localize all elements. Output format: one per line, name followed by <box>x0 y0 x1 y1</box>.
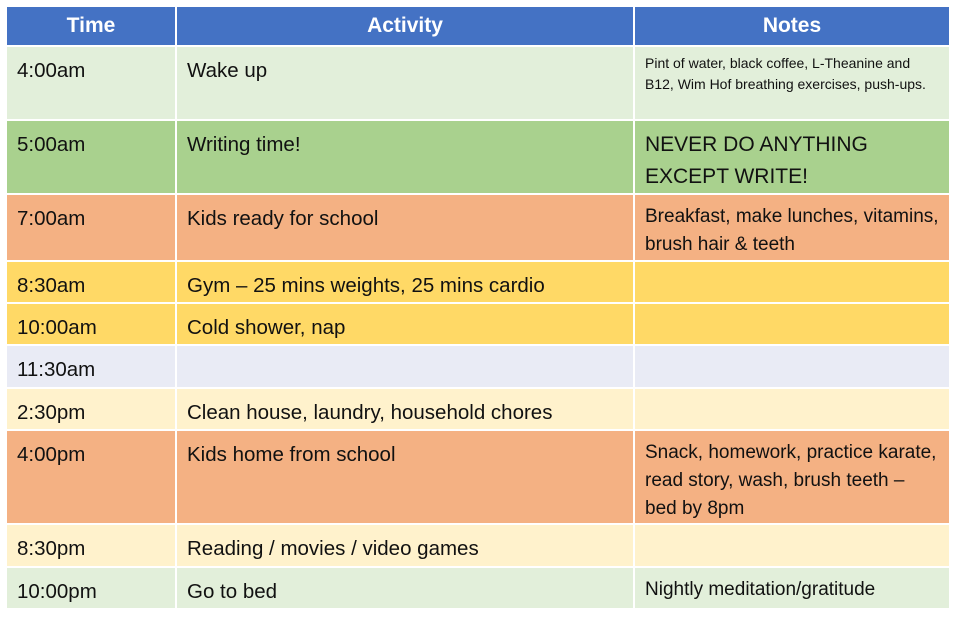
time-cell: 7:00am <box>5 193 177 262</box>
time-cell: 8:30am <box>5 260 177 304</box>
table-row: 8:30am Gym – 25 mins weights, 25 mins car… <box>5 260 951 304</box>
activity-cell: Kids ready for school <box>175 193 635 262</box>
notes-cell <box>633 387 951 431</box>
notes-cell: Breakfast, make lunches, vitamins, brush… <box>633 193 951 262</box>
notes-cell: Snack, homework, practice karate, read s… <box>633 429 951 525</box>
table-row: 4:00am Wake up Pint of water, black coffee… <box>5 45 951 121</box>
table-row: 2:30pm Clean house, laundry, household ch… <box>5 387 951 431</box>
time-cell: 2:30pm <box>5 387 177 431</box>
header-activity: Activity <box>175 5 635 47</box>
time-cell: 10:00am <box>5 302 177 346</box>
table-row: 4:00pm Kids home from school Snack, homewo… <box>5 429 951 525</box>
notes-cell: Pint of water, black coffee, L-Theanine … <box>633 45 951 121</box>
table-row: 5:00am Writing time! NEVER DO ANYTHING EXC… <box>5 119 951 195</box>
activity-cell: Wake up <box>175 45 635 121</box>
time-cell: 4:00am <box>5 45 177 121</box>
table-row: 8:30pm Reading / movies / video games <box>5 523 951 568</box>
notes-cell <box>633 523 951 568</box>
header-time: Time <box>5 5 177 47</box>
time-cell: 10:00pm <box>5 566 177 610</box>
time-cell: 5:00am <box>5 119 177 195</box>
table-row: 10:00pm Go to bed Nightly meditation/grati… <box>5 566 951 610</box>
activity-cell <box>175 344 635 389</box>
time-cell: 4:00pm <box>5 429 177 525</box>
table-row: 10:00am Cold shower, nap <box>5 302 951 346</box>
schedule-table: Time Activity Notes 4:00am Wake up Pint of… <box>5 5 951 610</box>
activity-cell: Reading / movies / video games <box>175 523 635 568</box>
activity-cell: Writing time! <box>175 119 635 195</box>
notes-cell <box>633 302 951 346</box>
activity-cell: Cold shower, nap <box>175 302 635 346</box>
notes-cell: NEVER DO ANYTHING EXCEPT WRITE! <box>633 119 951 195</box>
activity-cell: Go to bed <box>175 566 635 610</box>
activity-cell: Clean house, laundry, household chores <box>175 387 635 431</box>
notes-cell <box>633 260 951 304</box>
activity-cell: Gym – 25 mins weights, 25 mins cardio <box>175 260 635 304</box>
time-cell: 11:30am <box>5 344 177 389</box>
notes-cell <box>633 344 951 389</box>
table-row: 11:30am <box>5 344 951 389</box>
header-notes: Notes <box>633 5 951 47</box>
notes-cell: Nightly meditation/gratitude <box>633 566 951 610</box>
header-row: Time Activity Notes <box>5 5 951 47</box>
table-row: 7:00am Kids ready for school Breakfast, ma… <box>5 193 951 262</box>
activity-cell: Kids home from school <box>175 429 635 525</box>
time-cell: 8:30pm <box>5 523 177 568</box>
